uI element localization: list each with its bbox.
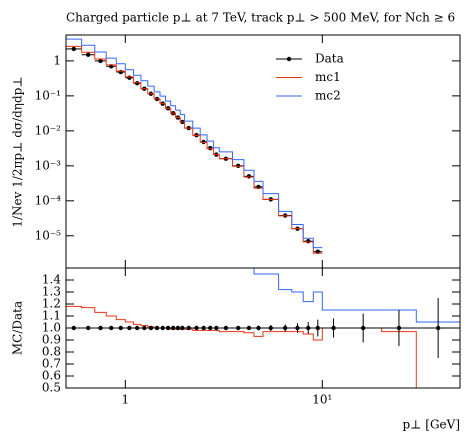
- data-point: [165, 325, 171, 331]
- ratio-plot-area: [66, 268, 460, 388]
- data-point: [208, 325, 213, 331]
- data-point: [186, 325, 191, 331]
- y-tick-label: 1.3: [42, 285, 61, 299]
- data-point: [306, 239, 311, 244]
- y-tick-label: 10⁻⁵: [35, 228, 62, 242]
- y-tick-label: 0.7: [42, 357, 61, 371]
- y-tick-label: 1.0: [42, 321, 61, 335]
- data-point: [134, 325, 140, 331]
- data-point: [127, 75, 132, 80]
- data-point: [118, 325, 123, 331]
- ratio-y-axis-label: MC/Data: [11, 301, 25, 355]
- main-plot-area: [66, 38, 323, 254]
- y-tick-label: 10⁻³: [35, 158, 62, 172]
- y-tick-label: 10⁻¹: [35, 88, 61, 102]
- legend-label: Data: [315, 52, 344, 66]
- data-point: [175, 325, 181, 331]
- data-point: [295, 325, 300, 331]
- data-point: [194, 325, 199, 331]
- data-point: [246, 325, 252, 331]
- data-point: [282, 325, 288, 331]
- y-axis-label: 1/Nev 1/2πp⊥ dσ/dηdp⊥: [11, 76, 25, 227]
- y-tick-label: 1.2: [42, 297, 61, 311]
- axes: 10⁻⁵ 10⁻⁴ 10⁻³ 10⁻² 10⁻¹ 1 Data mc1 mc2 0.50.60.7…: [35, 35, 460, 407]
- data-point: [306, 325, 311, 331]
- data-point: [235, 325, 241, 331]
- data-point: [223, 325, 229, 331]
- data-point: [331, 325, 336, 331]
- mc-histogram: [243, 268, 460, 323]
- y-tick-label: 0.8: [42, 345, 61, 359]
- y-tick-label: 0.5: [42, 381, 61, 395]
- x-tick-label: 10¹: [312, 393, 332, 407]
- data-point: [85, 325, 91, 331]
- data-point: [98, 325, 103, 331]
- data-point: [109, 325, 114, 331]
- data-point: [396, 325, 402, 331]
- ratio-frame: [65, 267, 461, 389]
- legend-marker: [286, 56, 292, 62]
- y-tick-label: 10⁻²: [35, 123, 62, 137]
- chart-title: Charged particle p⊥ at 7 TeV, track p⊥ >…: [66, 11, 455, 25]
- data-point: [118, 69, 123, 75]
- mc-histogram: [66, 305, 460, 388]
- data-point: [435, 325, 441, 331]
- data-point: [134, 81, 140, 86]
- y-tick-label: 0.9: [42, 333, 61, 347]
- data-point: [180, 325, 185, 331]
- data-point: [170, 325, 176, 331]
- mc-histogram: [66, 38, 323, 249]
- data-point: [160, 325, 165, 331]
- y-tick-label: 1.1: [42, 309, 61, 323]
- data-point: [142, 325, 147, 331]
- y-tick-label: 1: [53, 53, 61, 67]
- y-tick-label: 0.6: [42, 369, 61, 383]
- y-tick-label: 1.4: [42, 273, 61, 287]
- data-point: [127, 325, 132, 331]
- data-point: [268, 325, 273, 331]
- x-tick-label: 1: [121, 393, 129, 407]
- data-point: [360, 325, 366, 331]
- data-point: [98, 58, 103, 64]
- data-point: [85, 52, 91, 57]
- data-point: [201, 325, 206, 331]
- data-point: [315, 325, 320, 331]
- data-point: [214, 325, 219, 331]
- data-point: [256, 325, 261, 331]
- data-point: [71, 46, 76, 52]
- x-axis-label: p⊥ [GeV]: [403, 418, 461, 432]
- data-point: [154, 325, 160, 331]
- data-point: [246, 174, 252, 179]
- y-tick-label: 10⁻⁴: [35, 193, 62, 207]
- legend-label: mc2: [315, 89, 341, 103]
- data-point: [148, 325, 154, 331]
- legend-label: mc1: [315, 70, 341, 84]
